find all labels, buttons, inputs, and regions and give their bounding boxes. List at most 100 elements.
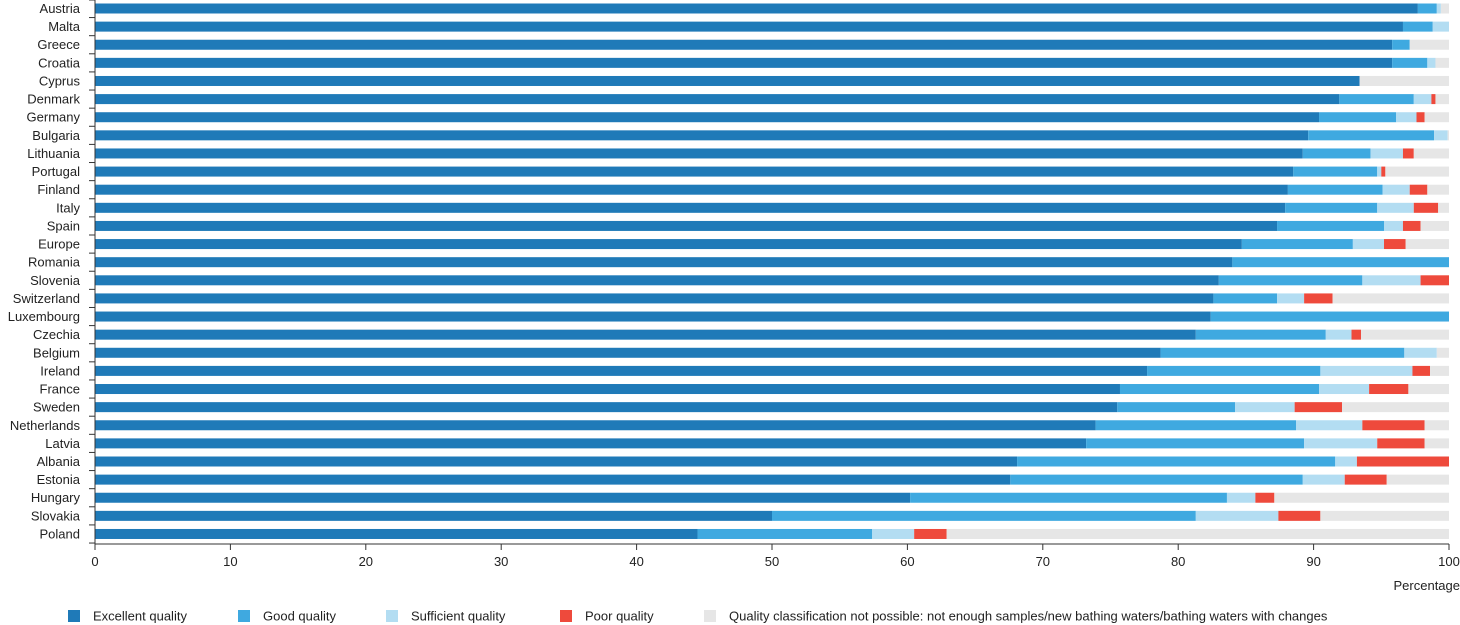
bar-segment-3 <box>872 528 915 539</box>
x-tick-label: 20 <box>359 554 373 569</box>
legend: Excellent quality Good quality Sufficient … <box>68 609 1328 624</box>
category-label: Austria <box>40 1 81 16</box>
bar-segment-1 <box>95 130 1309 141</box>
bar-segment-4 <box>1402 148 1414 159</box>
bar-segment-2 <box>1402 21 1433 32</box>
bar-segment-3 <box>1436 3 1441 14</box>
bar-segment-4 <box>1278 510 1321 521</box>
bar-segment-5 <box>1408 384 1449 395</box>
bar-segment-2 <box>1277 220 1385 231</box>
bar-segment-2 <box>910 492 1227 503</box>
bar-segment-5 <box>1386 474 1449 485</box>
category-label: Switzerland <box>13 291 80 306</box>
x-tick-label: 80 <box>1171 554 1185 569</box>
x-tick-label: 0 <box>91 554 98 569</box>
bar-segment-1 <box>95 275 1219 286</box>
legend-label: Good quality <box>263 609 336 624</box>
bar-segment-1 <box>95 402 1118 413</box>
category-label: Romania <box>28 255 81 270</box>
bar-segment-5 <box>1435 94 1449 105</box>
bar-segment-2 <box>1160 347 1405 358</box>
bar-segment-2 <box>1287 184 1383 195</box>
bar-segment-2 <box>1210 311 1449 322</box>
category-label: Lithuania <box>27 146 81 161</box>
category-label: Greece <box>37 37 80 52</box>
bar-segment-3 <box>1235 402 1295 413</box>
x-tick-label: 30 <box>494 554 508 569</box>
bar-segment-3 <box>1413 94 1432 105</box>
legend-swatch <box>386 610 398 622</box>
category-label: Czechia <box>33 327 81 342</box>
bar-segment-5 <box>1320 510 1449 521</box>
bar-segment-5 <box>1274 492 1449 503</box>
bar-segment-3 <box>1320 365 1413 376</box>
bar-segment-2 <box>1010 474 1303 485</box>
bar-segment-3 <box>1432 21 1449 32</box>
bar-segment-2 <box>1417 3 1437 14</box>
category-label: Sweden <box>33 400 80 415</box>
bar-segment-5 <box>1420 220 1449 231</box>
x-tick-label: 90 <box>1306 554 1320 569</box>
bar-segment-1 <box>95 474 1011 485</box>
bar-segment-5 <box>1385 166 1449 177</box>
bar-segment-5 <box>946 528 1449 539</box>
bar-segment-2 <box>1213 293 1278 304</box>
bar-segment-4 <box>1431 94 1436 105</box>
bar-segment-5 <box>1438 202 1449 213</box>
bar-segment-4 <box>1381 166 1386 177</box>
bar-segment-5 <box>1360 329 1449 340</box>
bar-segment-4 <box>1384 239 1406 250</box>
bar-segment-3 <box>1319 384 1370 395</box>
bar-segment-1 <box>95 39 1393 50</box>
bar-segment-4 <box>1344 474 1387 485</box>
bar-segment-1 <box>95 384 1120 395</box>
bar-segment-2 <box>1017 456 1336 467</box>
bar-segment-4 <box>1369 384 1409 395</box>
bar-segment-3 <box>1370 148 1403 159</box>
bar-segment-5 <box>1436 347 1449 358</box>
category-label: Portugal <box>32 164 81 179</box>
category-label: Albania <box>37 454 81 469</box>
bar-segment-3 <box>1304 438 1378 449</box>
bar-segment-3 <box>1226 492 1256 503</box>
bar-segment-5 <box>1413 148 1449 159</box>
category-label: Slovakia <box>31 508 81 523</box>
bar-segment-2 <box>1293 166 1378 177</box>
bar-segment-2 <box>1392 39 1410 50</box>
category-label: Denmark <box>27 92 80 107</box>
bar-segment-2 <box>1392 57 1428 68</box>
bar-segment-5 <box>1342 402 1449 413</box>
bar-segment-3 <box>1362 275 1421 286</box>
category-label: Hungary <box>31 490 81 505</box>
bar-segment-4 <box>914 528 947 539</box>
legend-label: Excellent quality <box>93 609 187 624</box>
bar-segment-4 <box>1409 184 1428 195</box>
bar-segment-1 <box>95 420 1096 431</box>
bar-segment-4 <box>1420 275 1449 286</box>
x-tick-label: 60 <box>900 554 914 569</box>
bar-segment-4 <box>1377 438 1425 449</box>
bar-segment-3 <box>1195 510 1279 521</box>
bar-segment-5 <box>1424 438 1449 449</box>
bar-segment-5 <box>1435 57 1449 68</box>
legend-swatch <box>560 610 572 622</box>
bar-segment-3 <box>1277 293 1305 304</box>
bar-segment-3 <box>1352 239 1385 250</box>
bar-segment-1 <box>95 220 1278 231</box>
category-label: Luxembourg <box>8 309 80 324</box>
bar-segment-1 <box>95 112 1320 123</box>
bar-segment-1 <box>95 492 911 503</box>
bar-segment-1 <box>95 347 1161 358</box>
bar-segment-3 <box>1335 456 1357 467</box>
category-label: Poland <box>40 526 80 541</box>
bar-segment-2 <box>1319 112 1397 123</box>
legend-swatch <box>704 610 716 622</box>
bar-segment-3 <box>1382 184 1410 195</box>
category-label: Croatia <box>38 55 81 70</box>
bar-segment-2 <box>1095 420 1296 431</box>
bar-segment-4 <box>1304 293 1333 304</box>
bar-segment-3 <box>1325 329 1352 340</box>
bar-segment-5 <box>1427 184 1449 195</box>
bar-segment-5 <box>1332 293 1449 304</box>
